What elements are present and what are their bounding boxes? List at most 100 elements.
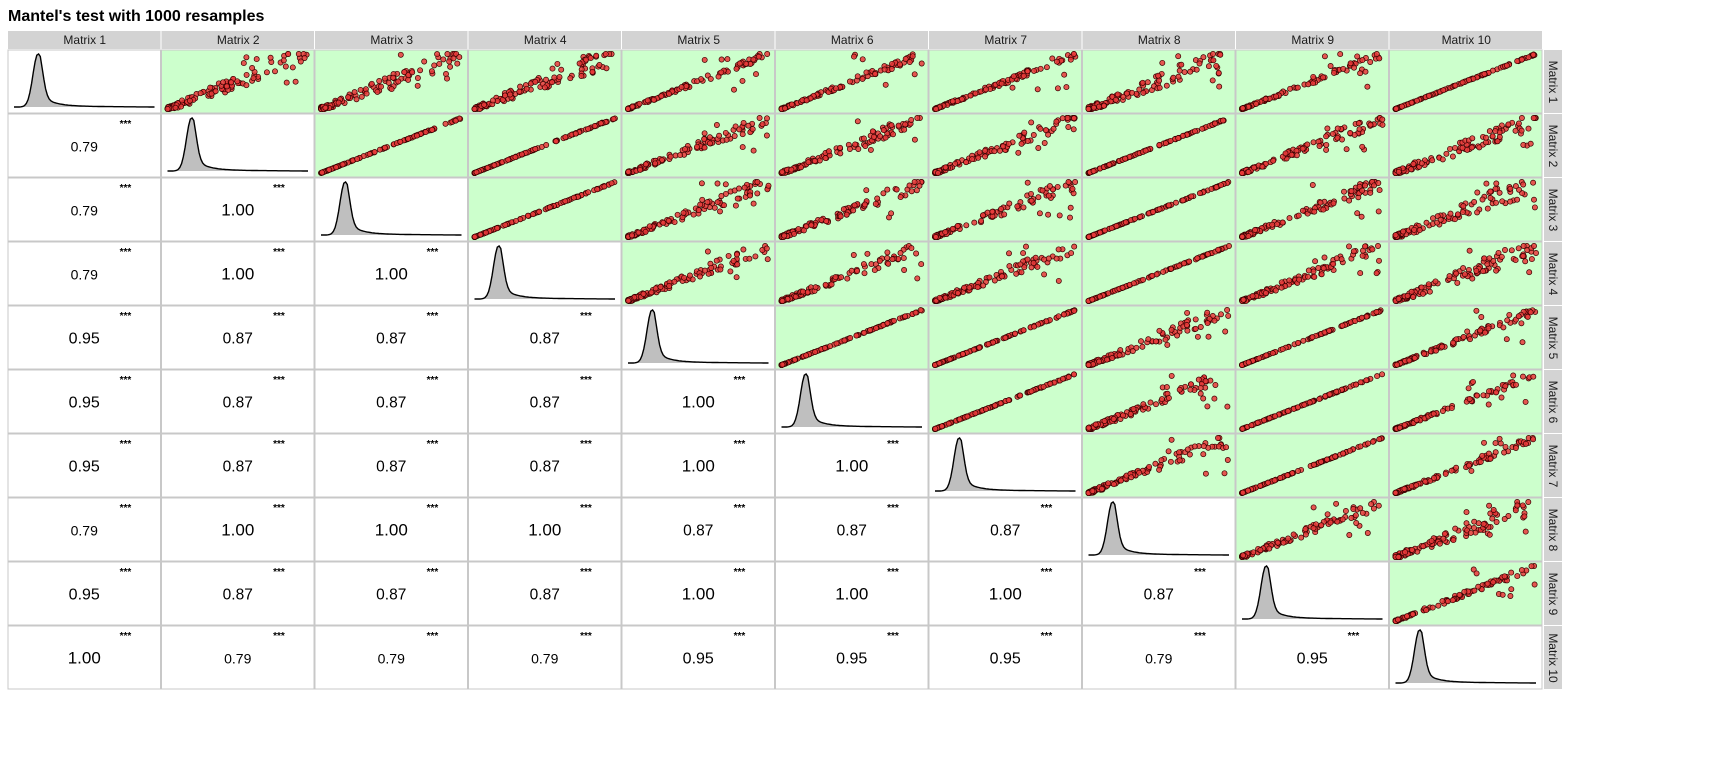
scatter-point [1149,272,1156,279]
scatter-point [869,128,876,135]
scatter-point [800,227,807,234]
scatter-point [717,266,724,273]
scatter-point [1061,71,1068,78]
scatter-point [1071,243,1078,250]
scatter-point [832,85,839,92]
scatter-point [1225,312,1232,319]
scatter-point [322,104,329,111]
scatter-point [1254,419,1261,426]
scatter-point [1209,77,1216,84]
scatter-point [986,274,993,281]
scatter-point [1054,58,1060,65]
scatter-point [877,133,884,140]
scatter-point [1498,253,1505,260]
scatter-point [652,285,659,292]
scatter-point [228,79,235,86]
scatter-point [1460,203,1467,210]
scatter-point [1002,334,1009,341]
scatter-point [1421,350,1428,357]
corr-value: 0.87 [223,331,253,348]
scatter-point [1032,254,1039,261]
scatter-point [854,118,861,125]
scatter-point [319,169,326,176]
scatter-point [1305,81,1312,88]
scatter-point [1401,421,1408,428]
scatter-point [513,217,519,224]
scatter-point [1060,311,1067,318]
scatter-point [376,146,383,153]
panel-grid: Matrix 1 Matrix 2 Matrix 3 Matrix 4 Matrix 5… [7,31,1562,690]
scatter-point [740,119,747,126]
scatter-point [1028,388,1035,395]
scatter-point [1503,336,1510,343]
scatter-point [1031,67,1037,74]
scatter-point [1245,169,1252,175]
scatter-point [541,84,548,91]
scatter-point [1411,355,1418,361]
scatter-point [1411,226,1418,233]
scatter-point [724,56,731,63]
scatter-point [1034,86,1041,93]
scatter-point [1122,219,1129,226]
scatter-point [698,180,705,187]
scatter-point [1043,64,1050,71]
scatter-point [1311,208,1318,215]
scatter-point [1045,192,1052,199]
scatter-point [1452,82,1459,89]
scatter-point [1175,73,1182,80]
scatter-point [1512,183,1519,190]
scatter-point [1278,284,1285,291]
scatter-point [846,146,853,152]
scatter-point [1530,179,1537,186]
scatter-point [1039,187,1046,194]
scatter-point [1122,155,1129,162]
scatter-point [750,200,757,207]
scatter-point [1013,270,1020,277]
scatter-point [1176,262,1183,269]
scatter-point [803,97,810,104]
scatter-point [690,211,697,218]
scatter-point [1158,457,1165,464]
scatter-point [477,231,484,238]
scatter-point [731,133,738,139]
scatter-point [1453,270,1460,277]
scatter-point [1014,203,1021,210]
scatter-point [1481,71,1488,77]
scatter-point [536,208,543,215]
scatter-point [1199,125,1206,132]
scatter-point [1393,105,1400,112]
scatter-point [1404,292,1411,299]
scatter-point [1359,143,1366,150]
scatter-point [686,272,693,279]
scatter-point [1017,392,1024,399]
significance-stars: *** [580,439,592,450]
scatter-point [1140,89,1147,96]
scatter-point [628,232,635,239]
scatter-point [913,250,920,257]
scatter-point [1531,204,1538,211]
scatter-point [1071,371,1077,378]
scatter-point [388,86,395,93]
scatter-point [381,75,388,82]
scatter-point [283,79,290,86]
scatter-point [1320,265,1327,272]
scatter-point [1493,389,1500,396]
scatter-point [1145,336,1152,343]
scatter-point [1218,311,1224,318]
scatter-point [906,182,913,189]
scatter-point [1486,255,1493,262]
scatter-point [1466,396,1473,402]
scatter-point [823,218,830,225]
scatter-point [1413,97,1420,104]
scatter-point [1467,336,1473,343]
scatter-point [918,60,925,67]
scatter-point [755,53,762,60]
scatter-point [1507,185,1514,192]
scatter-point [1239,425,1246,432]
scatter-point [1481,255,1488,262]
significance-stars: *** [734,375,746,386]
scatter-point [1483,134,1489,141]
scatter-point [739,77,746,84]
scatter-point [779,298,786,304]
scatter-point [512,154,519,161]
